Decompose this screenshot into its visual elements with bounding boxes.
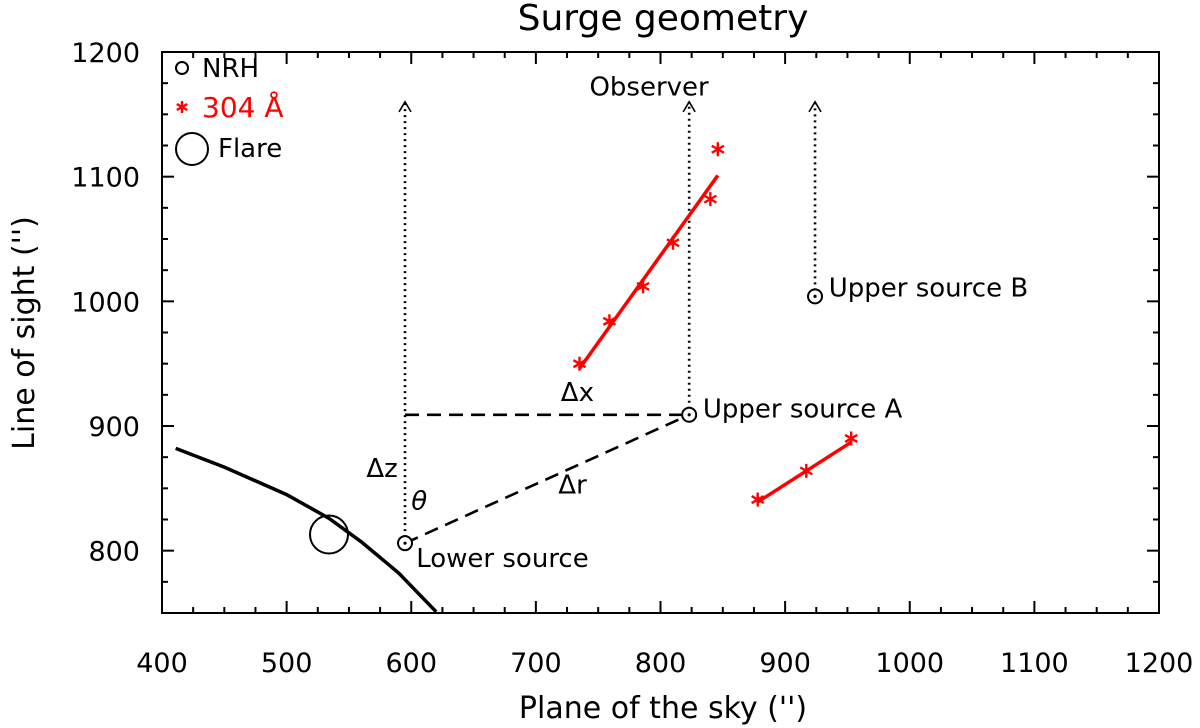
y-axis-label: Line of sight ('') — [7, 216, 42, 450]
x-tick-label: 1000 — [875, 648, 944, 679]
sightline-arrow-2 — [808, 100, 822, 113]
asterisk-point-7 — [799, 463, 813, 478]
legend-304-symbol — [176, 101, 188, 113]
asterisk-point-6 — [751, 492, 765, 507]
legend-nrh-symbol — [175, 61, 189, 75]
fit-line-0 — [578, 174, 720, 370]
asterisk-point-0 — [572, 356, 587, 371]
legend-flare-symbol — [175, 132, 209, 166]
x-tick-label: 400 — [136, 648, 188, 679]
annotation-4: Δx — [561, 378, 594, 408]
nrh-point-center-1 — [687, 413, 691, 417]
y-tick-label: 1200 — [71, 38, 140, 69]
asterisk-point-4 — [703, 192, 718, 207]
annotation-0: Observer — [589, 73, 709, 103]
legend: NRH 304 Å Flare — [175, 54, 284, 166]
x-tick-label: 800 — [635, 648, 687, 679]
y-axis: 800 900 1000 1100 1200 — [71, 38, 1159, 614]
y-tick-label: 900 — [88, 412, 140, 443]
dashed-line-1 — [404, 413, 690, 545]
limb-curve — [175, 446, 438, 614]
annotation-7: θ — [411, 487, 427, 517]
asterisk-point-3 — [666, 235, 680, 250]
asterisk-point-8 — [844, 431, 858, 446]
annotation-2: Upper source A — [703, 394, 903, 424]
sightline-arrow-1 — [682, 100, 696, 113]
asterisk-point-5 — [711, 142, 725, 157]
legend-label-flare: Flare — [218, 134, 282, 164]
legend-label-nrh: NRH — [202, 54, 259, 84]
plot-area — [175, 100, 858, 614]
x-axis: 400 500 600 700 800 900 1000 1100 1200 — [136, 52, 1193, 679]
x-tick-label: 500 — [261, 648, 313, 679]
nrh-point-center-2 — [813, 294, 817, 298]
annotation-1: Upper source B — [829, 273, 1028, 303]
annotation-5: Δz — [366, 454, 397, 484]
x-tick-label: 1200 — [1125, 648, 1194, 679]
x-tick-label: 700 — [510, 648, 562, 679]
x-axis-label: Plane of the sky ('') — [519, 691, 807, 726]
legend-label-304: 304 Å — [202, 90, 284, 124]
x-tick-label: 900 — [759, 648, 811, 679]
asterisk-point-2 — [636, 279, 650, 294]
flare-point-0 — [308, 514, 349, 555]
y-tick-label: 1100 — [71, 163, 140, 194]
nrh-point-center-0 — [403, 541, 407, 545]
sightline-arrow-0 — [398, 100, 412, 113]
chart-title: Surge geometry — [518, 0, 809, 39]
y-tick-label: 800 — [88, 537, 140, 568]
x-tick-label: 600 — [385, 648, 437, 679]
annotation-6: Δr — [558, 470, 587, 500]
y-tick-label: 1000 — [71, 287, 140, 318]
asterisk-point-1 — [602, 314, 617, 329]
annotation-3: Lower source — [416, 544, 589, 574]
annotations: Observer Upper source B Upper source A Lowe… — [366, 73, 1028, 574]
x-tick-label: 1100 — [1000, 648, 1069, 679]
